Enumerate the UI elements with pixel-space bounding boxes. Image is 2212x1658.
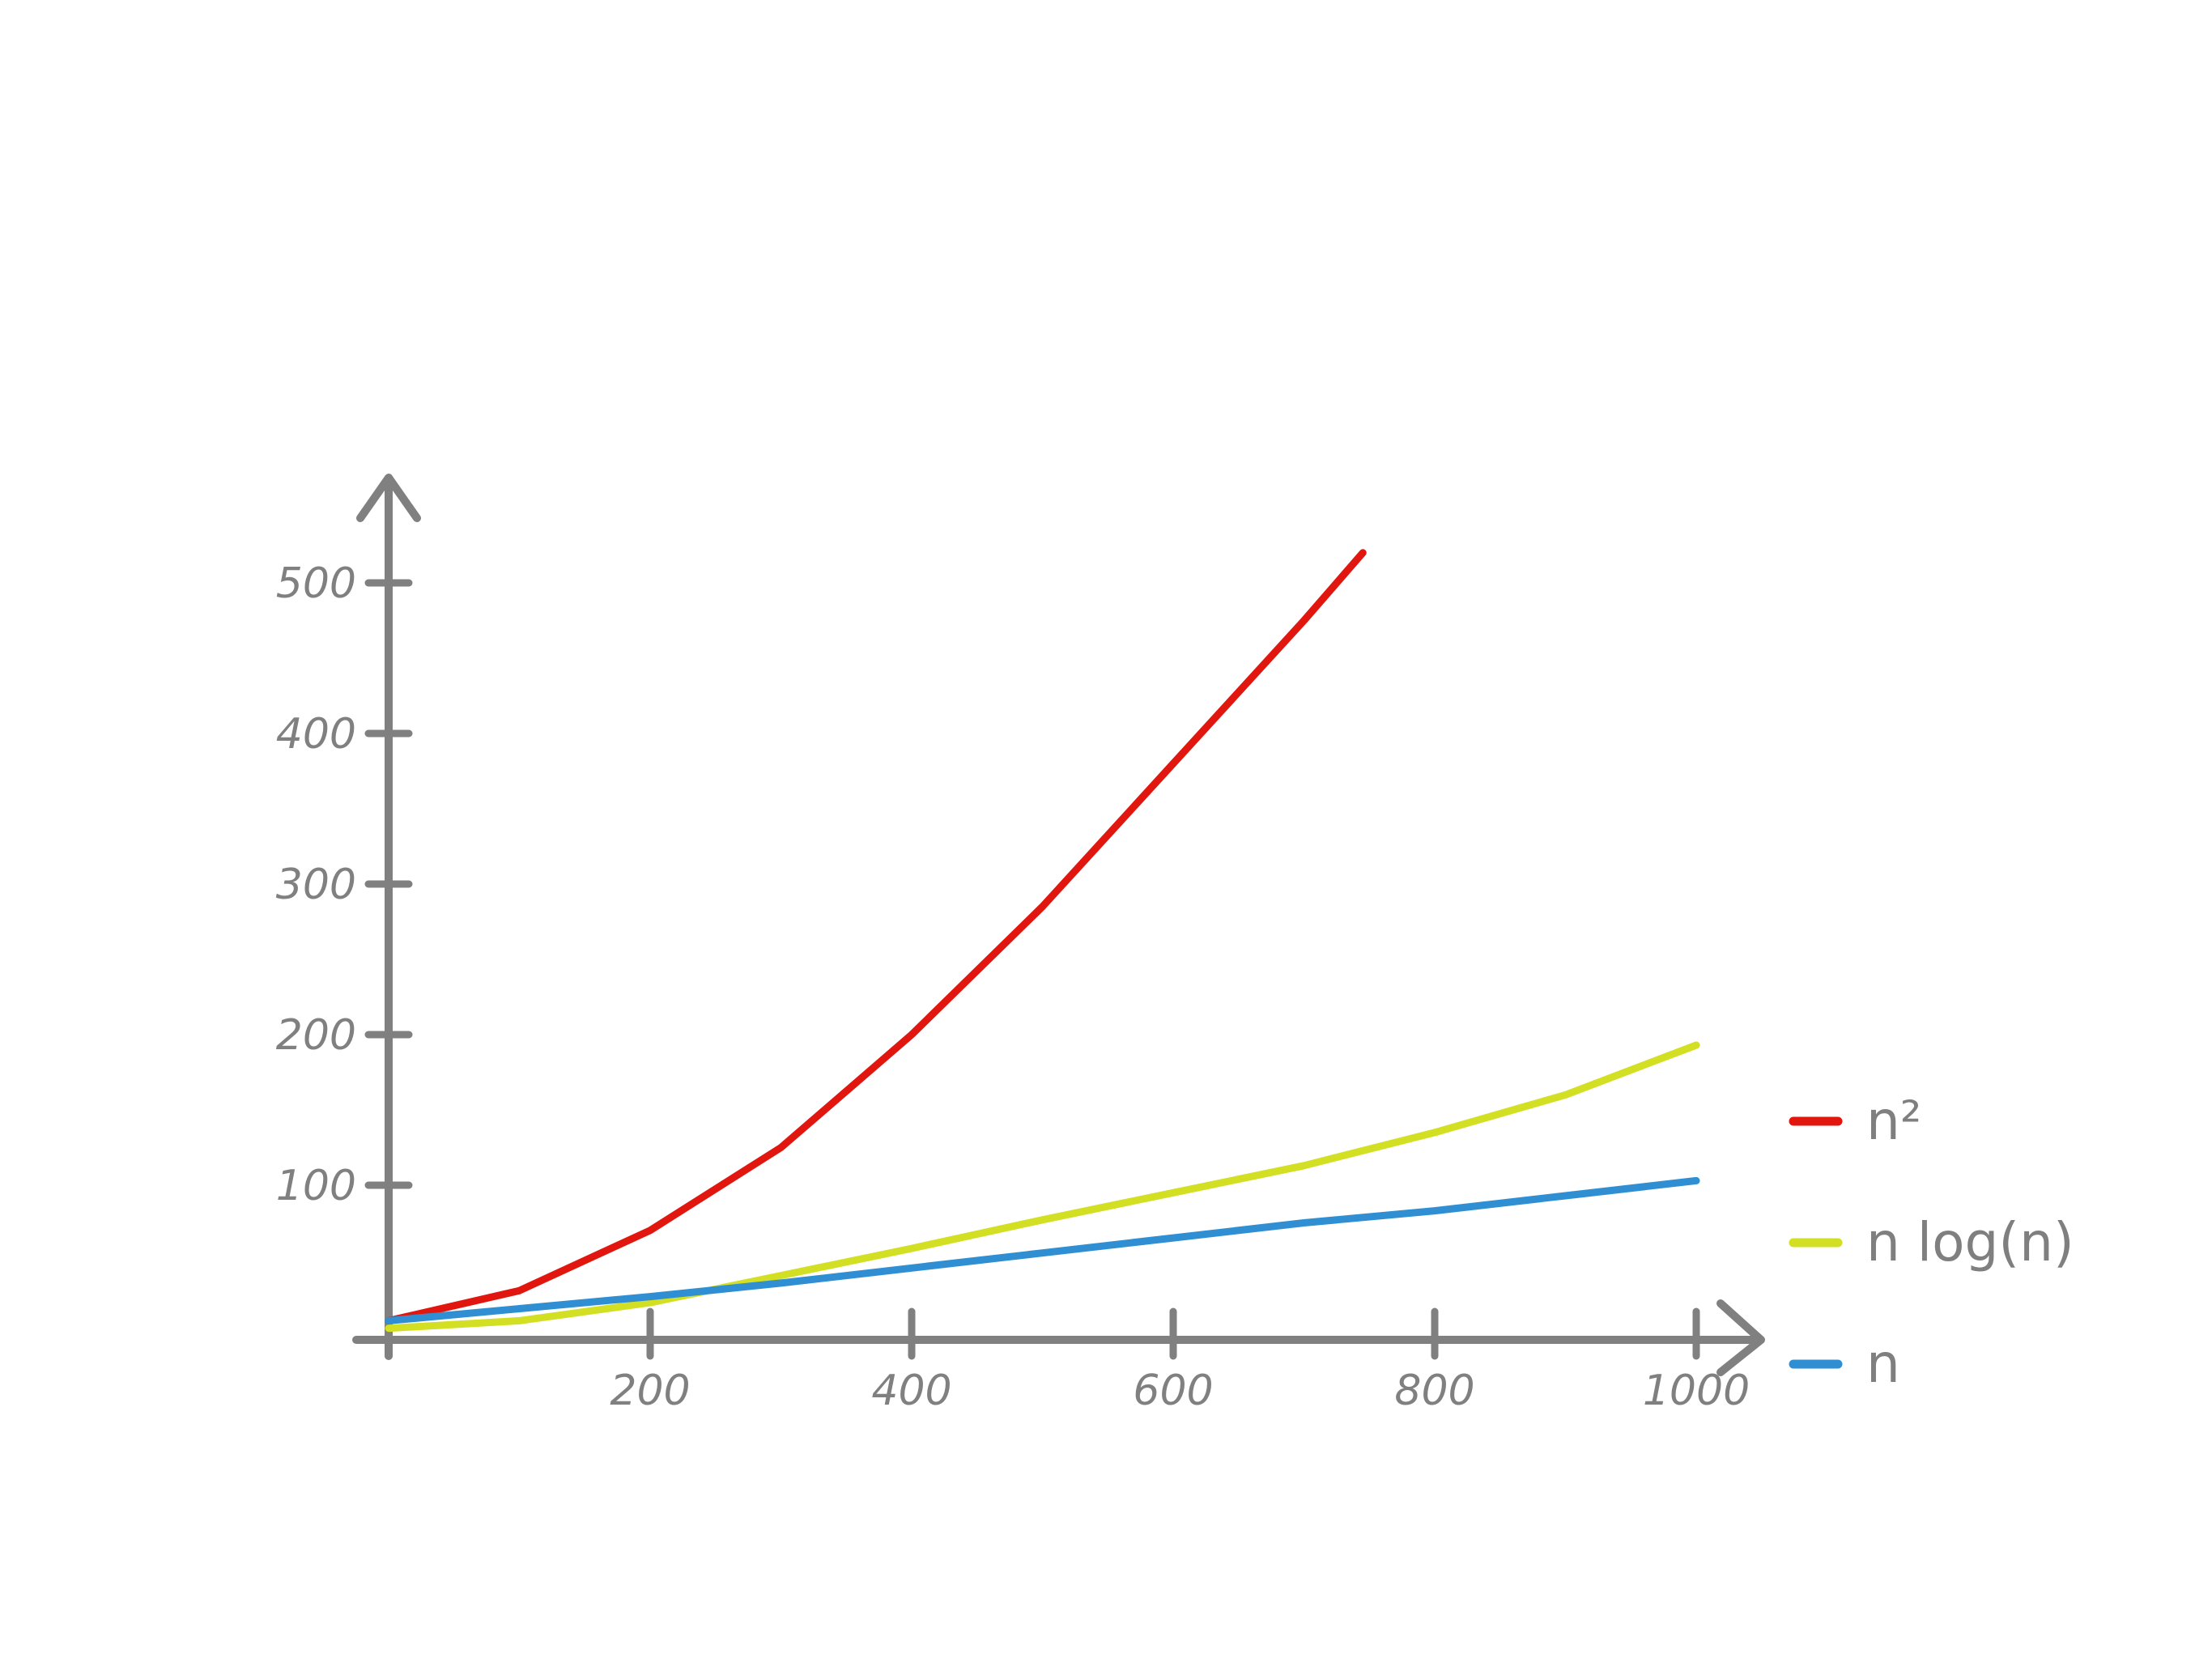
x-tick-label: 200	[610, 1367, 690, 1415]
legend-item: n²	[1789, 1090, 1921, 1152]
x-tick-label: 400	[871, 1367, 951, 1415]
x-tick-label: 800	[1394, 1367, 1474, 1415]
x-tick-label: 1000	[1643, 1367, 1750, 1415]
y-tick-label: 300	[276, 861, 356, 909]
series-line-0	[385, 549, 1367, 1324]
legend-label: n²	[1866, 1090, 1921, 1152]
legend: n² n log(n) n	[1789, 1090, 2074, 1395]
legend-label: n	[1866, 1333, 1900, 1395]
y-tick-label: 500	[276, 559, 356, 608]
y-tick-label: 400	[276, 710, 356, 759]
legend-item: n	[1789, 1333, 1900, 1395]
legend-item: n log(n)	[1789, 1211, 2074, 1273]
x-axis-ticks: 200 400 600 800 1000	[610, 1307, 1750, 1415]
legend-label: n log(n)	[1866, 1211, 2074, 1273]
axes	[352, 474, 1765, 1376]
y-axis-ticks: 100 200 300 400 500	[276, 559, 413, 1210]
x-tick-label: 600	[1133, 1367, 1213, 1415]
x-axis-arrow	[1716, 1299, 1765, 1376]
y-axis-arrow	[356, 474, 421, 522]
y-tick-label: 200	[276, 1011, 356, 1060]
series-line-2	[385, 1176, 1700, 1324]
series-layer	[385, 549, 1700, 1333]
series-line-1	[385, 1041, 1700, 1333]
y-tick-label: 100	[276, 1162, 356, 1210]
